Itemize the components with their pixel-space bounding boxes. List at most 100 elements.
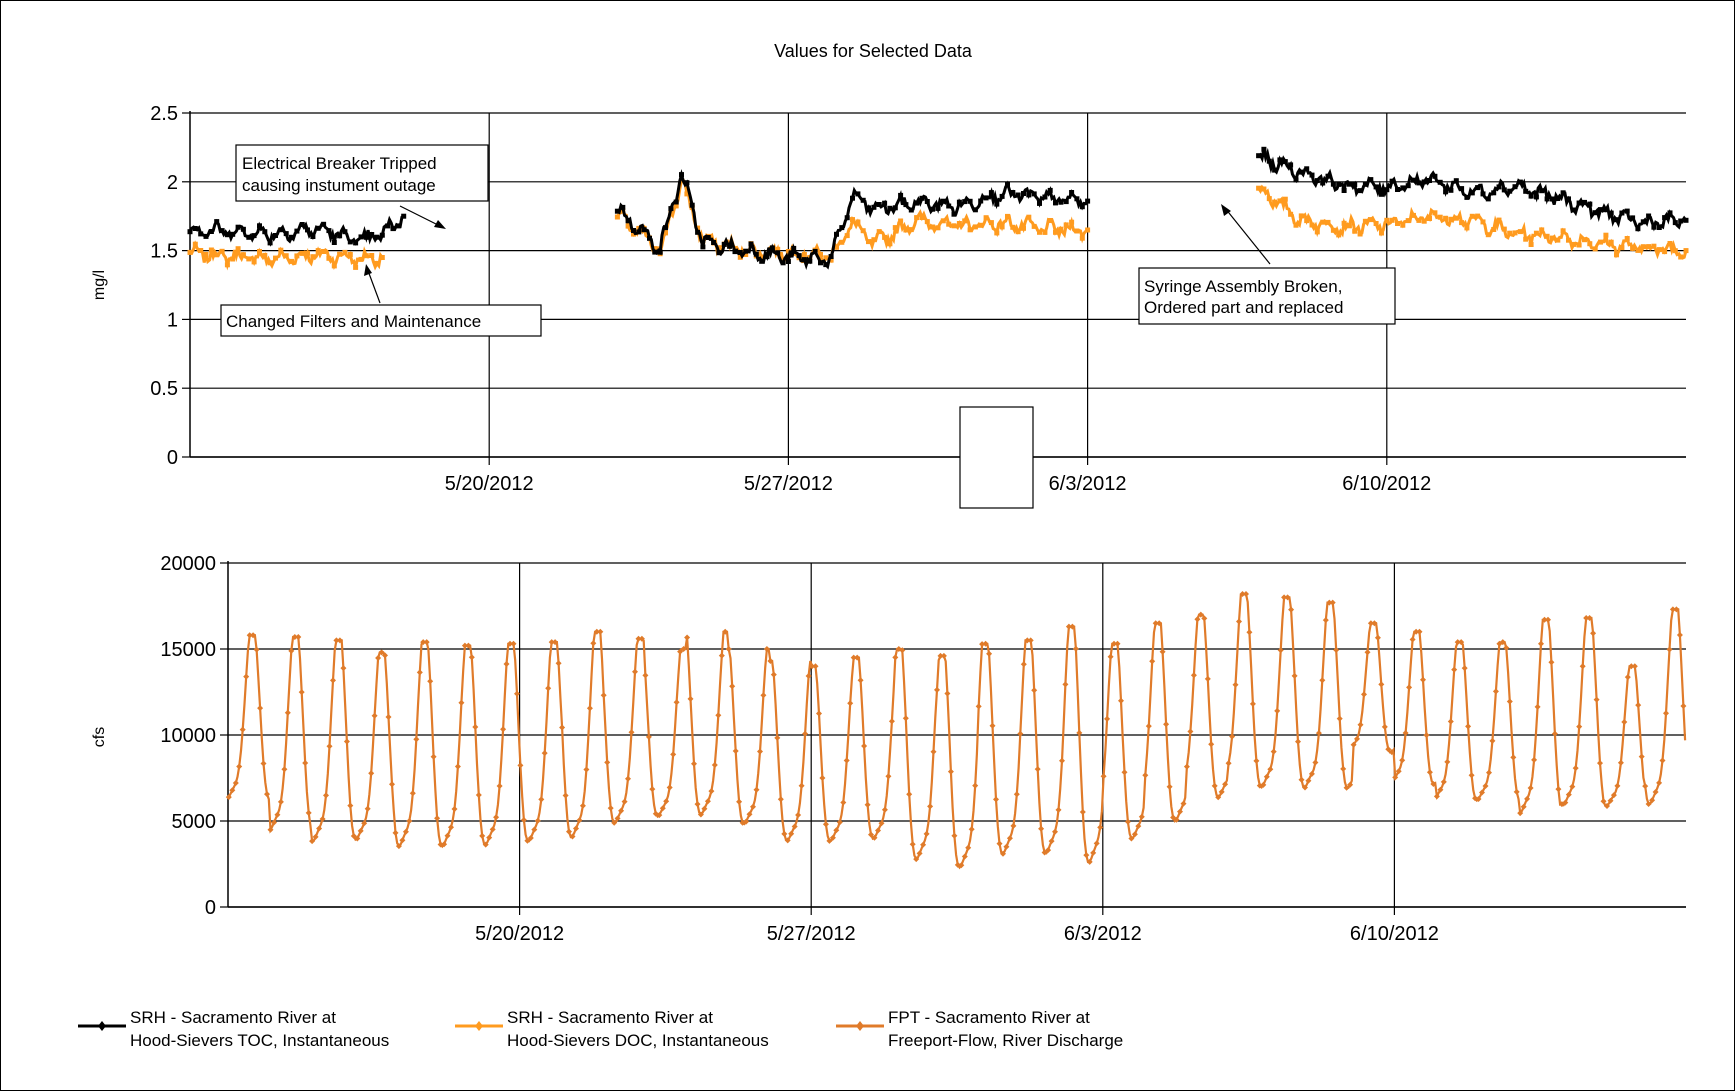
doc-point (935, 225, 941, 231)
doc-point (887, 241, 893, 247)
fpt-point (1635, 702, 1642, 709)
fpt-point (385, 714, 392, 720)
series-fpt (225, 591, 1687, 870)
fpt-point (1197, 611, 1204, 618)
doc-point (1517, 229, 1523, 235)
doc-point (1678, 254, 1684, 260)
fpt-point (1145, 723, 1152, 730)
fpt-point (1079, 809, 1086, 815)
doc-point (1662, 249, 1668, 255)
fpt-point (434, 815, 441, 822)
top-x-tick-label: 6/3/2012 (1049, 473, 1127, 495)
toc-point (1635, 226, 1641, 232)
doc-point (1272, 199, 1278, 205)
toc-point (876, 202, 882, 207)
fpt-point (1413, 628, 1420, 635)
doc-point (235, 246, 241, 252)
toc-point (1496, 184, 1502, 190)
doc-point (273, 255, 278, 261)
fpt-point (302, 760, 309, 766)
doc-point (684, 191, 690, 197)
doc-point (299, 250, 305, 256)
fpt-point (1038, 825, 1045, 832)
fpt-point (368, 770, 375, 777)
doc-point (1614, 252, 1619, 258)
toc-point (1533, 194, 1539, 200)
toc-point (1357, 188, 1363, 194)
toc-point (1566, 196, 1571, 202)
toc-point (1614, 217, 1619, 223)
fpt-point (399, 837, 406, 844)
fpt-point (1433, 793, 1440, 800)
doc-point (1346, 223, 1352, 229)
doc-point (1015, 229, 1021, 235)
fpt-point (1555, 786, 1562, 793)
doc-point (1389, 217, 1395, 223)
toc-point (1031, 191, 1037, 197)
toc-point (753, 251, 759, 257)
doc-point (230, 256, 236, 262)
fpt-point (267, 826, 274, 833)
fpt-point (722, 628, 729, 635)
fpt-point (392, 829, 399, 836)
fpt-point (989, 722, 996, 729)
fpt-point (1312, 759, 1319, 766)
fpt-point (1676, 632, 1683, 638)
toc-point (1512, 184, 1518, 190)
toc-point (1298, 169, 1304, 175)
doc-point (353, 264, 359, 270)
toc-point (1277, 157, 1283, 163)
fpt-point (892, 654, 899, 661)
fpt-point (881, 806, 888, 813)
toc-point (1630, 215, 1636, 221)
toc-point (791, 245, 797, 251)
fpt-point (1652, 789, 1659, 795)
doc-point (278, 247, 284, 253)
fpt-point (1215, 794, 1222, 801)
toc-point (775, 250, 781, 256)
toc-point (636, 229, 642, 235)
fpt-line (227, 592, 1687, 870)
doc-point (214, 252, 220, 258)
fpt-point (1107, 653, 1114, 660)
fpt-point (1659, 757, 1666, 764)
toc-point (727, 243, 733, 249)
fpt-point (628, 729, 635, 736)
toc-point (347, 239, 353, 245)
fpt-point (1284, 594, 1291, 601)
fpt-point (694, 801, 701, 808)
toc-point (305, 227, 310, 233)
doc-point (1021, 225, 1026, 231)
legend-item-toc: SRH - Sacramento River at Hood-Sievers T… (78, 1008, 389, 1050)
fpt-point (354, 835, 361, 842)
fpt-point (486, 834, 493, 841)
fpt-point (1124, 818, 1131, 825)
fpt-point (562, 792, 569, 799)
series-toc (187, 146, 1689, 271)
doc-point (1533, 230, 1539, 236)
fpt-point (514, 690, 520, 697)
toc-point (214, 219, 220, 225)
fpt-point (1104, 715, 1111, 722)
fpt-point (503, 661, 510, 667)
fpt-point (1406, 684, 1413, 691)
fpt-point (604, 759, 611, 766)
doc-point (257, 249, 262, 254)
doc-point (1630, 245, 1636, 251)
fpt-point (770, 671, 777, 678)
fpt-point (510, 640, 517, 647)
fpt-point (691, 760, 697, 767)
fpt-point (1649, 797, 1656, 804)
fpt-point (454, 763, 461, 770)
doc-point (1379, 230, 1384, 236)
doc-point (289, 258, 294, 264)
fpt-point (1031, 687, 1038, 694)
fpt-point (1461, 665, 1468, 672)
toc-point (1683, 217, 1689, 223)
toc-point (721, 241, 727, 247)
fpt-point (1017, 730, 1024, 737)
toc-point (1042, 194, 1048, 200)
toc-point (203, 233, 209, 239)
doc-point (1395, 221, 1400, 226)
toc-point (946, 203, 952, 209)
